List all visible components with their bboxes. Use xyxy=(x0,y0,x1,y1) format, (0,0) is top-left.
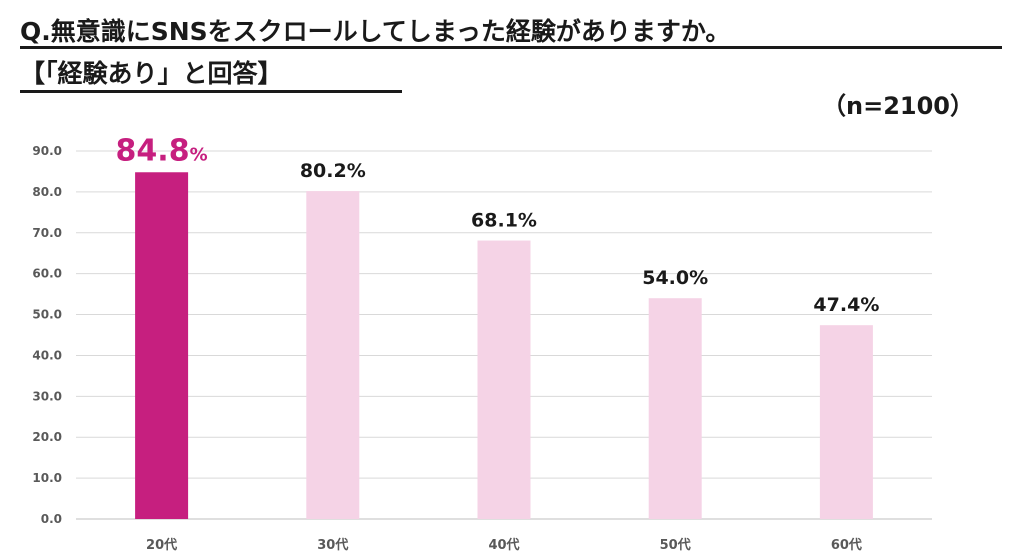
x-category-label: 40代 xyxy=(488,537,519,553)
y-tick-label: 50.0 xyxy=(32,308,62,322)
y-tick-label: 60.0 xyxy=(32,267,62,281)
data-label-value: 54.0 xyxy=(642,267,689,289)
y-tick-label: 0.0 xyxy=(41,512,62,526)
data-label-suffix: % xyxy=(689,267,708,289)
data-label-suffix: % xyxy=(190,144,208,165)
bar-3 xyxy=(477,240,531,519)
y-tick-label: 80.0 xyxy=(32,185,62,199)
y-tick-label: 30.0 xyxy=(32,389,62,403)
x-category-label: 50代 xyxy=(660,537,691,553)
y-tick-label: 70.0 xyxy=(32,226,62,240)
bar-4 xyxy=(648,298,702,519)
data-label-5: 47.4% xyxy=(813,294,879,316)
bar-5 xyxy=(819,325,873,519)
data-label-2: 80.2% xyxy=(300,160,366,182)
data-label-value: 68.1 xyxy=(471,210,518,232)
data-label-1: 84.8% xyxy=(116,133,208,168)
data-label-3: 68.1% xyxy=(471,210,537,232)
y-tick-label: 40.0 xyxy=(32,348,62,362)
chart-title-line2: 【「経験あり」と回答】 xyxy=(20,59,283,88)
y-tick-label: 10.0 xyxy=(32,471,62,485)
title-underline-1 xyxy=(20,46,1002,49)
x-category-label: 20代 xyxy=(146,537,177,553)
bar-2 xyxy=(306,191,360,519)
data-label-suffix: % xyxy=(518,210,537,232)
y-tick-label: 90.0 xyxy=(32,144,62,158)
data-label-suffix: % xyxy=(347,160,366,182)
sample-size-label: （n=2100） xyxy=(822,92,974,120)
data-label-suffix: % xyxy=(860,294,879,316)
y-tick-label: 20.0 xyxy=(32,430,62,444)
x-category-label: 60代 xyxy=(831,537,862,553)
data-label-value: 47.4 xyxy=(813,294,860,316)
bar-1 xyxy=(135,172,189,520)
data-label-value: 84.8 xyxy=(116,133,190,168)
chart-title-line1: Q.無意識にSNSをスクロールしてしまった経験がありますか。 xyxy=(20,17,731,46)
title-underline-2 xyxy=(20,90,402,93)
data-label-4: 54.0% xyxy=(642,267,708,289)
data-label-value: 80.2 xyxy=(300,160,347,182)
x-category-label: 30代 xyxy=(317,537,348,553)
